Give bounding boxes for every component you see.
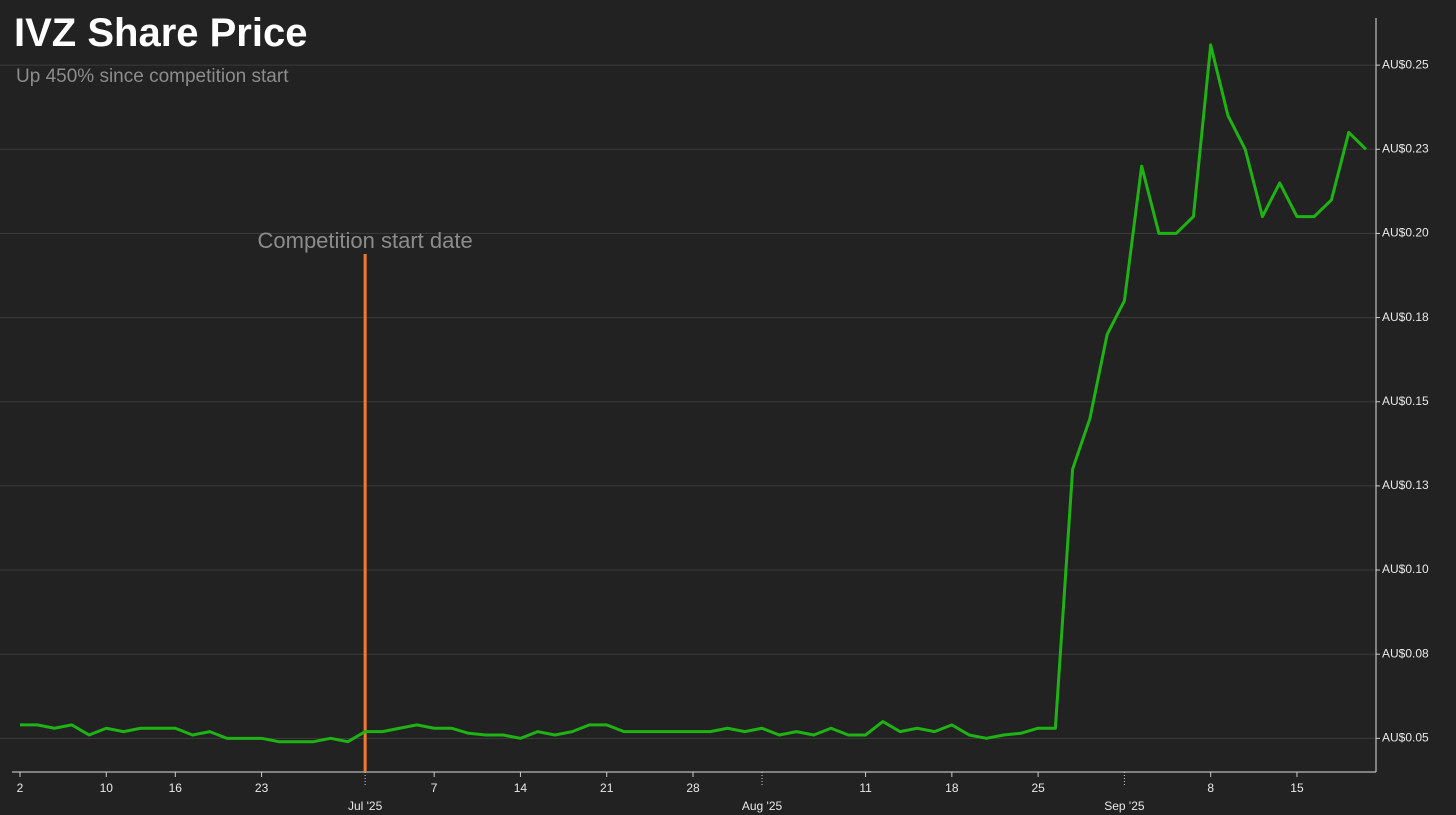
y-tick-label: AU$0.18 (1382, 310, 1429, 324)
period-tick-label: Aug '25 (742, 799, 783, 813)
x-tick-label: 10 (100, 781, 114, 795)
x-tick-label: 15 (1290, 781, 1304, 795)
period-tick-label: Sep '25 (1104, 799, 1145, 813)
y-tick-label: AU$0.08 (1382, 646, 1429, 660)
x-tick-label: 25 (1031, 781, 1045, 795)
x-tick-label: 14 (514, 781, 528, 795)
period-tick-label: Jul '25 (348, 799, 383, 813)
x-tick-label: 28 (686, 781, 700, 795)
x-tick-label: 23 (255, 781, 269, 795)
x-tick-label: 11 (859, 781, 872, 795)
chart-subtitle: Up 450% since competition start (16, 66, 289, 87)
x-tick-label: 21 (600, 781, 614, 795)
y-tick-label: AU$0.15 (1382, 394, 1429, 408)
x-tick-label: 7 (431, 781, 438, 795)
y-tick-label: AU$0.25 (1382, 57, 1429, 71)
x-tick-label: 8 (1207, 781, 1214, 795)
y-tick-label: AU$0.20 (1382, 226, 1429, 240)
chart-title: IVZ Share Price (14, 11, 307, 55)
y-tick-label: AU$0.05 (1382, 731, 1429, 745)
x-tick-label: 18 (945, 781, 959, 795)
x-tick-label: 16 (169, 781, 183, 795)
y-tick-label: AU$0.10 (1382, 562, 1429, 576)
y-tick-label: AU$0.13 (1382, 478, 1429, 492)
annotation-label: Competition start date (258, 228, 473, 253)
price-line (20, 43, 1368, 744)
y-tick-label: AU$0.23 (1382, 141, 1429, 155)
x-tick-label: 2 (17, 781, 24, 795)
